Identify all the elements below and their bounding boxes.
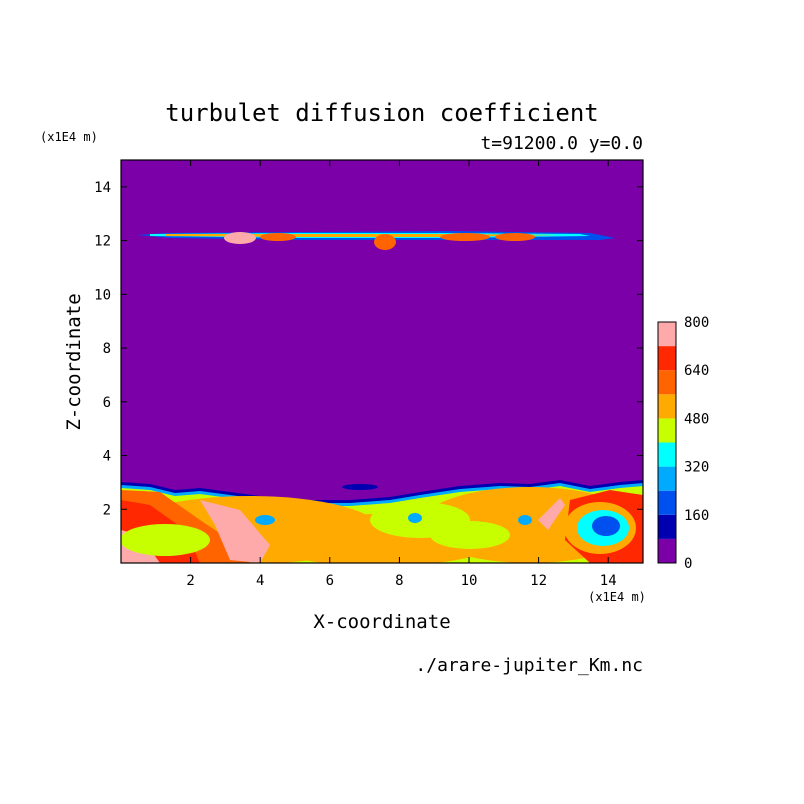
colorbar-swatch	[658, 418, 676, 443]
colorbar-swatch	[658, 490, 676, 515]
x-tick-label: 12	[530, 573, 547, 589]
colorbar-label: 640	[684, 363, 709, 379]
x-unit-label: (x1E4 m)	[588, 590, 646, 604]
y-axis-ticks: 2 4 6 8 10 12 14	[94, 180, 643, 518]
x-axis-ticks: 2 4 6 8 10 12 14	[186, 160, 617, 589]
colorbar-swatch	[658, 538, 676, 563]
x-tick-label: 10	[461, 573, 478, 589]
upper-peak-640	[440, 233, 490, 241]
y-axis-label: Z-coordinate	[63, 293, 85, 430]
plot-frame	[120, 159, 644, 564]
colorbar-label: 480	[684, 411, 709, 427]
x-tick-label: 2	[186, 573, 194, 589]
left-swirl-core	[135, 532, 195, 552]
chart-subtitle: t=91200.0 y=0.0	[480, 133, 643, 154]
source-filename: ./arare-jupiter_Km.nc	[415, 655, 643, 676]
x-tick-label: 14	[600, 573, 617, 589]
colorbar-swatch	[658, 370, 676, 395]
y-tick-label: 4	[103, 449, 111, 465]
upper-peak-640	[495, 233, 535, 241]
colorbar-frame	[657, 321, 677, 564]
chart-title: turbulet diffusion coefficient	[165, 99, 598, 127]
contour-layers	[121, 231, 643, 563]
center-region-480	[430, 521, 510, 549]
colorbar-swatch	[658, 466, 676, 491]
colorbar-swatch	[658, 442, 676, 467]
y-tick-label: 14	[94, 180, 111, 196]
y-unit-label: (x1E4 m)	[40, 130, 98, 144]
small-eddy-320	[255, 515, 275, 525]
colorbar-label: 320	[684, 460, 709, 476]
colorbar: 0 160 320 480 640 800	[657, 315, 709, 572]
y-tick-label: 12	[94, 234, 111, 250]
colorbar-label: 160	[684, 508, 709, 524]
upper-peak-640	[260, 233, 296, 241]
colorbar-swatch	[658, 394, 676, 419]
colorbar-swatch	[658, 514, 676, 539]
y-tick-label: 8	[103, 341, 111, 357]
right-streak-800	[538, 498, 565, 530]
colorbar-label: 800	[684, 315, 709, 331]
colorbar-swatch	[658, 346, 676, 371]
small-eddy-320	[408, 513, 422, 523]
x-tick-label: 8	[395, 573, 403, 589]
upper-peak-640	[374, 234, 396, 250]
colorbar-label: 0	[684, 556, 692, 572]
upper-eddy-160	[342, 484, 378, 490]
x-axis-label: X-coordinate	[313, 611, 450, 633]
small-eddy-320	[518, 515, 532, 525]
x-tick-label: 4	[256, 573, 264, 589]
y-tick-label: 6	[103, 395, 111, 411]
colorbar-swatch	[658, 322, 676, 347]
y-tick-label: 2	[103, 502, 111, 518]
upper-peak-800	[224, 232, 256, 244]
right-swirl-240	[592, 516, 620, 536]
y-tick-label: 10	[94, 287, 111, 303]
x-tick-label: 6	[326, 573, 334, 589]
swirl-800	[200, 500, 270, 563]
contour-field	[121, 160, 643, 563]
